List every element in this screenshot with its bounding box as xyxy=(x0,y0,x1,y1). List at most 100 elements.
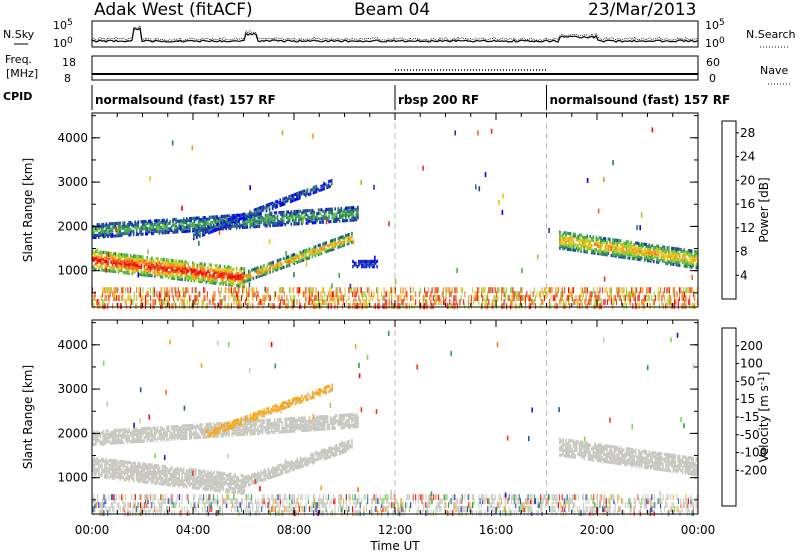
echo-cell xyxy=(210,279,212,283)
echo-cell xyxy=(205,273,208,277)
echo-cell xyxy=(105,233,108,237)
echo-cell xyxy=(329,209,332,213)
echo-cell xyxy=(299,191,301,195)
ground-echo xyxy=(176,291,178,298)
echo-cell xyxy=(104,459,106,463)
echo-cell xyxy=(337,245,339,249)
ground-echo xyxy=(613,299,615,306)
ground-echo xyxy=(598,291,600,298)
echo-cell xyxy=(178,226,180,230)
echo-cell xyxy=(204,275,206,279)
echo-cell xyxy=(148,475,150,479)
echo-cell xyxy=(288,195,290,199)
echo-cell xyxy=(224,224,227,228)
echo-cell xyxy=(352,207,355,211)
ground-echo xyxy=(473,299,475,306)
echo-cell xyxy=(253,208,256,212)
echo-cell xyxy=(92,439,94,443)
echo-cell xyxy=(92,234,94,238)
echo-cell xyxy=(160,475,162,479)
ground-echo xyxy=(297,287,299,294)
echo-cell xyxy=(111,466,114,470)
echo-cell xyxy=(631,251,634,255)
echo-cell xyxy=(219,480,221,484)
echo-cell xyxy=(96,460,99,464)
echo-cell xyxy=(329,179,331,183)
echo-cell xyxy=(122,265,124,269)
echo-cell xyxy=(139,462,141,466)
echo-cell xyxy=(343,219,346,223)
echo-cell xyxy=(129,228,132,232)
echo-cell xyxy=(314,187,316,191)
echo-cell xyxy=(604,242,607,246)
echo-cell xyxy=(178,277,180,281)
echo-cell xyxy=(157,478,159,482)
ground-echo xyxy=(136,287,138,294)
echo-cell xyxy=(273,265,276,269)
echo-cell xyxy=(689,265,691,269)
echo-cell xyxy=(208,275,211,279)
echo-cell xyxy=(176,270,179,274)
echo-cell xyxy=(134,263,136,267)
echo-cell xyxy=(263,264,265,268)
echo-cell xyxy=(213,215,215,219)
echo-cell xyxy=(143,480,146,484)
echo-cell xyxy=(178,479,180,483)
echo-cell xyxy=(313,210,315,214)
ground-echo xyxy=(405,291,407,298)
echo-cell xyxy=(108,233,111,237)
echo-cell xyxy=(164,432,167,436)
echo-cell xyxy=(566,244,569,248)
echo-cell xyxy=(272,267,274,271)
echo-cell xyxy=(185,485,188,489)
echo-cell xyxy=(119,265,121,269)
echo-cell xyxy=(143,435,146,440)
ground-echo xyxy=(103,287,105,294)
echo-cell xyxy=(98,233,100,237)
echo-cell xyxy=(139,478,141,482)
echo-cell xyxy=(157,220,159,225)
echo-cell xyxy=(278,262,280,266)
echo-cell xyxy=(604,249,607,253)
echo-cell xyxy=(125,471,127,475)
echo-cell xyxy=(166,427,168,431)
echo-cell xyxy=(227,223,230,227)
echo-cell xyxy=(99,255,102,259)
echo-cell xyxy=(154,229,156,234)
ground-echo xyxy=(374,303,376,310)
echo-cell xyxy=(238,219,240,223)
ground-echo xyxy=(373,291,375,298)
ground-echo xyxy=(444,299,446,306)
ground-echo xyxy=(166,303,168,310)
echo-cell xyxy=(636,250,638,254)
echo-cell xyxy=(328,243,330,247)
echo-cell xyxy=(223,223,226,227)
echo-cell xyxy=(139,432,141,436)
ground-echo xyxy=(383,287,385,294)
ground-echo xyxy=(681,291,683,298)
echo-cell xyxy=(563,231,566,235)
echo-cell xyxy=(295,211,297,215)
echo-cell xyxy=(348,232,350,237)
echo-cell xyxy=(128,429,130,433)
echo-cell xyxy=(569,235,572,239)
echo-cell xyxy=(368,261,371,265)
echo-cell xyxy=(229,283,232,287)
echo-cell xyxy=(264,224,267,228)
echo-cell xyxy=(204,219,206,223)
ground-echo xyxy=(579,303,581,310)
echo-cell xyxy=(102,231,105,235)
echo-cell xyxy=(304,216,306,220)
echo-cell xyxy=(143,464,146,468)
echo-cell xyxy=(223,275,226,279)
echo-cell xyxy=(622,243,625,247)
echo-cell xyxy=(680,258,682,262)
echo-cell xyxy=(298,256,300,260)
echo-cell xyxy=(169,271,171,275)
echo-cell xyxy=(148,266,150,270)
echo-cell xyxy=(296,260,299,264)
echo-cell xyxy=(648,243,651,247)
echo-cell xyxy=(235,477,238,481)
echo-cell xyxy=(158,471,161,475)
echo-cell xyxy=(92,467,94,471)
